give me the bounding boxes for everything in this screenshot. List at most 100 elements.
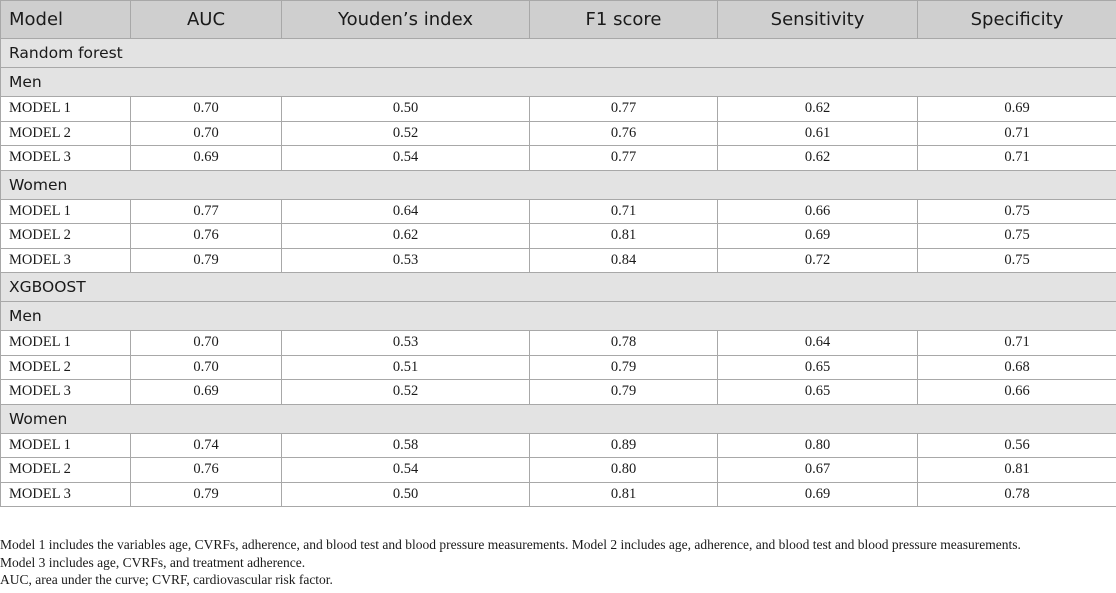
- table-cell: 0.51: [281, 354, 530, 380]
- table-footnotes: Model 1 includes the variables age, CVRF…: [0, 536, 1116, 589]
- table-cell: 0.67: [717, 457, 918, 483]
- table-cell: 0.66: [917, 379, 1116, 405]
- table-cell: 0.62: [717, 96, 918, 122]
- group-title: Women: [0, 169, 1116, 200]
- table-cell: 0.69: [130, 145, 282, 171]
- table-cell: 0.61: [717, 120, 918, 146]
- table-cell: 0.66: [717, 198, 918, 224]
- footnote-line: Model 3 includes age, CVRFs, and treatme…: [0, 554, 306, 570]
- row-label: MODEL 1: [0, 96, 131, 122]
- table-cell: 0.68: [917, 354, 1116, 380]
- table-cell: 0.89: [529, 432, 718, 458]
- table-cell: 0.62: [281, 223, 530, 249]
- row-label: MODEL 3: [0, 379, 131, 405]
- row-label: MODEL 2: [0, 223, 131, 249]
- table-cell: 0.76: [130, 457, 282, 483]
- header-row: Model AUC Youden’s index F1 score Sensit…: [0, 0, 1116, 39]
- row-label: MODEL 2: [0, 120, 131, 146]
- table-cell: 0.64: [717, 330, 918, 356]
- table-cell: 0.50: [281, 481, 530, 507]
- header-specificity: Specificity: [917, 0, 1116, 39]
- section-row: XGBOOST: [0, 272, 1116, 302]
- group-row: Women: [0, 403, 1116, 434]
- table-cell: 0.75: [917, 247, 1116, 273]
- table-cell: 0.84: [529, 247, 718, 273]
- group-row: Men: [0, 301, 1116, 331]
- table-body: Random forest Men MODEL 1 0.70 0.50 0.77 0.62 0…: [0, 38, 1116, 507]
- header-youden-index: Youden’s index: [281, 0, 530, 39]
- table-cell: 0.78: [529, 330, 718, 356]
- table-cell: 0.77: [529, 96, 718, 122]
- group-row: Women: [0, 169, 1116, 200]
- table-cell: 0.79: [529, 354, 718, 380]
- table-cell: 0.77: [130, 198, 282, 224]
- table-cell: 0.56: [917, 432, 1116, 458]
- table-cell: 0.70: [130, 330, 282, 356]
- table-cell: 0.78: [917, 481, 1116, 507]
- footnote-line: Model 1 includes the variables age, CVRF…: [0, 537, 1021, 552]
- table-cell: 0.69: [717, 223, 918, 249]
- table-row: MODEL 2 0.70 0.51 0.79 0.65 0.68: [0, 354, 1116, 380]
- table-cell: 0.52: [281, 120, 530, 146]
- row-label: MODEL 1: [0, 330, 131, 356]
- table-cell: 0.81: [917, 457, 1116, 483]
- table-row: MODEL 3 0.79 0.53 0.84 0.72 0.75: [0, 247, 1116, 273]
- footnote-line: AUC, area under the curve; CVRF, cardiov…: [0, 572, 333, 587]
- table-cell: 0.70: [130, 96, 282, 122]
- table-cell: 0.50: [281, 96, 530, 122]
- row-label: MODEL 3: [0, 481, 131, 507]
- row-label: MODEL 1: [0, 432, 131, 458]
- table-row: MODEL 2 0.76 0.54 0.80 0.67 0.81: [0, 457, 1116, 483]
- table-cell: 0.64: [281, 198, 530, 224]
- table-cell: 0.71: [917, 330, 1116, 356]
- table-cell: 0.75: [917, 198, 1116, 224]
- table-cell: 0.70: [130, 354, 282, 380]
- section-title: Random forest: [0, 38, 1116, 68]
- table-row: MODEL 1 0.74 0.58 0.89 0.80 0.56: [0, 432, 1116, 458]
- table-cell: 0.75: [917, 223, 1116, 249]
- group-title: Men: [0, 67, 1116, 97]
- table-cell: 0.79: [130, 247, 282, 273]
- group-title: Men: [0, 301, 1116, 331]
- table-row: MODEL 3 0.69 0.54 0.77 0.62 0.71: [0, 145, 1116, 171]
- table-cell: 0.53: [281, 330, 530, 356]
- table-cell: 0.69: [917, 96, 1116, 122]
- table-cell: 0.76: [529, 120, 718, 146]
- group-row: Men: [0, 67, 1116, 97]
- table-cell: 0.71: [917, 145, 1116, 171]
- table-cell: 0.72: [717, 247, 918, 273]
- header-sensitivity: Sensitivity: [717, 0, 918, 39]
- section-row: Random forest: [0, 38, 1116, 68]
- table-cell: 0.80: [529, 457, 718, 483]
- row-label: MODEL 3: [0, 145, 131, 171]
- table-cell: 0.65: [717, 379, 918, 405]
- table-cell: 0.74: [130, 432, 282, 458]
- table-cell: 0.53: [281, 247, 530, 273]
- table-cell: 0.71: [917, 120, 1116, 146]
- table-row: MODEL 1 0.77 0.64 0.71 0.66 0.75: [0, 198, 1116, 224]
- header-auc: AUC: [130, 0, 282, 39]
- group-title: Women: [0, 403, 1116, 434]
- section-title: XGBOOST: [0, 272, 1116, 302]
- table-cell: 0.76: [130, 223, 282, 249]
- header-f1-score: F1 score: [529, 0, 718, 39]
- table-cell: 0.80: [717, 432, 918, 458]
- table-row: MODEL 3 0.69 0.52 0.79 0.65 0.66: [0, 379, 1116, 405]
- table-cell: 0.77: [529, 145, 718, 171]
- table-row: MODEL 1 0.70 0.50 0.77 0.62 0.69: [0, 96, 1116, 122]
- row-label: MODEL 1: [0, 198, 131, 224]
- table-cell: 0.81: [529, 223, 718, 249]
- table-cell: 0.58: [281, 432, 530, 458]
- table-cell: 0.70: [130, 120, 282, 146]
- row-label: MODEL 2: [0, 354, 131, 380]
- table-cell: 0.54: [281, 457, 530, 483]
- table-cell: 0.52: [281, 379, 530, 405]
- table-row: MODEL 1 0.70 0.53 0.78 0.64 0.71: [0, 330, 1116, 356]
- table-cell: 0.62: [717, 145, 918, 171]
- table-cell: 0.54: [281, 145, 530, 171]
- table-cell: 0.81: [529, 481, 718, 507]
- header-model: Model: [0, 0, 131, 39]
- table-cell: 0.69: [130, 379, 282, 405]
- table-row: MODEL 2 0.70 0.52 0.76 0.61 0.71: [0, 120, 1116, 146]
- results-table: Model AUC Youden’s index F1 score Sensit…: [0, 0, 1116, 507]
